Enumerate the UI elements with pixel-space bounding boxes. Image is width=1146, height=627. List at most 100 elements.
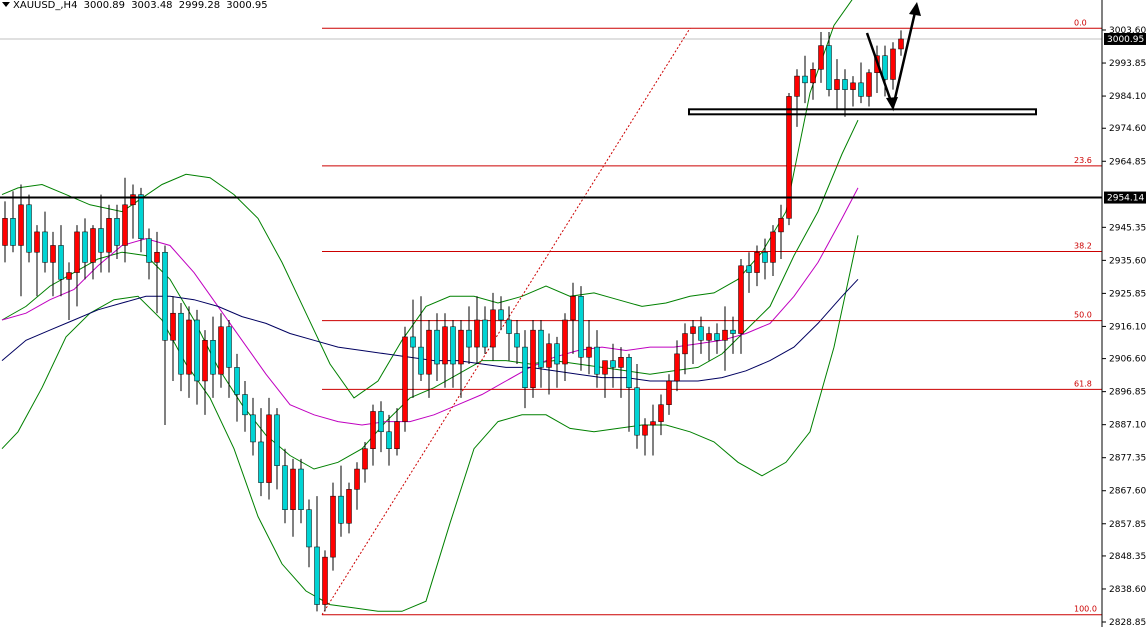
candle-body: [154, 251, 160, 263]
candle-body: [866, 72, 872, 97]
candle-body: [898, 38, 904, 50]
candle-body: [674, 353, 680, 382]
candle-body: [18, 204, 24, 246]
candle-body: [322, 556, 328, 605]
candle-body: [466, 329, 472, 348]
candle-body: [194, 319, 200, 382]
candle-body: [26, 204, 32, 253]
drawn-objects[interactable]: [0, 2, 1102, 199]
candle-body: [762, 251, 768, 263]
candle-body: [530, 329, 536, 388]
price-tick-label: 2906.60: [1109, 355, 1146, 365]
candle-body: [114, 218, 120, 246]
fib-level-label: 50.0: [1074, 311, 1092, 320]
candle-body: [74, 231, 80, 273]
candle-body: [338, 495, 344, 524]
price-tick-label: 3003.60: [1109, 26, 1146, 36]
candle-body: [258, 441, 264, 483]
current-price-tag[interactable]: [1104, 32, 1146, 45]
candle-body: [522, 346, 528, 388]
fib-level-label: 23.6: [1074, 156, 1092, 165]
price-tick-label: 2974.60: [1109, 124, 1146, 134]
candle-body: [602, 360, 608, 375]
candle-body: [642, 424, 648, 436]
candle-body: [834, 79, 840, 90]
candle-body: [594, 346, 600, 375]
level-price-tag[interactable]: [1104, 191, 1146, 204]
arrow-down-icon: [886, 97, 898, 110]
candle-body: [82, 231, 88, 263]
candle-body: [226, 326, 232, 368]
candle-body: [610, 360, 616, 368]
candle-body: [202, 340, 208, 382]
candle-body: [418, 346, 424, 375]
fib-level-label: 0.0: [1074, 18, 1087, 27]
candle-body: [490, 309, 496, 348]
candle-body: [794, 75, 800, 97]
candle-body: [146, 238, 152, 263]
candle-body: [714, 333, 720, 341]
candle-body: [434, 329, 440, 365]
support-zone-rectangle[interactable]: [688, 108, 1037, 116]
candle-body: [410, 336, 416, 348]
candle-body: [770, 231, 776, 263]
candle-body: [218, 326, 224, 375]
price-tick-label: 2945.35: [1109, 223, 1146, 233]
candle-body: [778, 218, 784, 233]
candle-body: [370, 411, 376, 449]
chart-title-bar: XAUUSD_,H4 3000.89 3003.48 2999.28 3000.…: [2, 0, 271, 11]
chevron-down-icon[interactable]: [2, 2, 10, 7]
candle-body: [122, 204, 128, 246]
candle-body: [786, 96, 792, 219]
candle-body: [138, 194, 144, 239]
price-tick-label: 2848.35: [1109, 552, 1146, 562]
ohlc-open: 3000.89: [83, 0, 125, 11]
price-axis[interactable]: 3003.60 2993.85 2984.10 2974.60 2964.85 2945.…: [1101, 0, 1146, 627]
candle-body: [890, 48, 896, 80]
candle-body: [706, 333, 712, 341]
candle-body: [354, 468, 360, 490]
candle-body: [458, 329, 464, 365]
candle-body: [562, 319, 568, 365]
candle-body: [498, 309, 504, 321]
candle-body: [162, 251, 168, 341]
candle-body: [90, 228, 96, 263]
candle-body: [362, 448, 368, 470]
candle-body: [178, 312, 184, 375]
candle-body: [442, 326, 448, 365]
symbol-timeframe: XAUUSD_,H4: [13, 0, 78, 11]
bollinger-lower-line: [1, 235, 859, 612]
price-tick-label: 2896.85: [1109, 388, 1146, 398]
candle-body: [282, 465, 288, 510]
candle-body: [618, 357, 624, 368]
fibonacci-retracement[interactable]: 0.0 23.6 38.2 50.0 61.8 100.0: [321, 18, 1102, 616]
candle-body: [538, 329, 544, 368]
candle-body: [50, 245, 56, 263]
candle-body: [858, 82, 864, 97]
candle-body: [402, 336, 408, 422]
price-tick-label: 2984.10: [1109, 92, 1146, 102]
price-tick-label: 2993.85: [1109, 59, 1146, 69]
candle-body: [306, 509, 312, 548]
price-tick-label: 2857.85: [1109, 520, 1146, 530]
candle-body: [394, 421, 400, 449]
fib-trendline[interactable]: [321, 28, 691, 615]
bollinger-upper-line: [1, 0, 853, 399]
arrow-up-icon: [909, 2, 921, 16]
candle-body: [554, 343, 560, 365]
candle-body: [34, 231, 40, 253]
candle-body: [658, 404, 664, 422]
candle-body: [386, 431, 392, 449]
candle-body: [826, 45, 832, 90]
candle-body: [506, 319, 512, 334]
fib-level-label: 61.8: [1074, 379, 1092, 388]
candle-body: [682, 333, 688, 355]
ohlc-low: 2999.28: [178, 0, 221, 11]
candle-body: [842, 79, 848, 90]
candle-body: [802, 75, 808, 84]
candle-body: [818, 45, 824, 70]
price-tick-label: 2916.10: [1109, 322, 1146, 332]
ohlc-high: 3003.48: [131, 0, 173, 11]
candle-body: [274, 414, 280, 466]
